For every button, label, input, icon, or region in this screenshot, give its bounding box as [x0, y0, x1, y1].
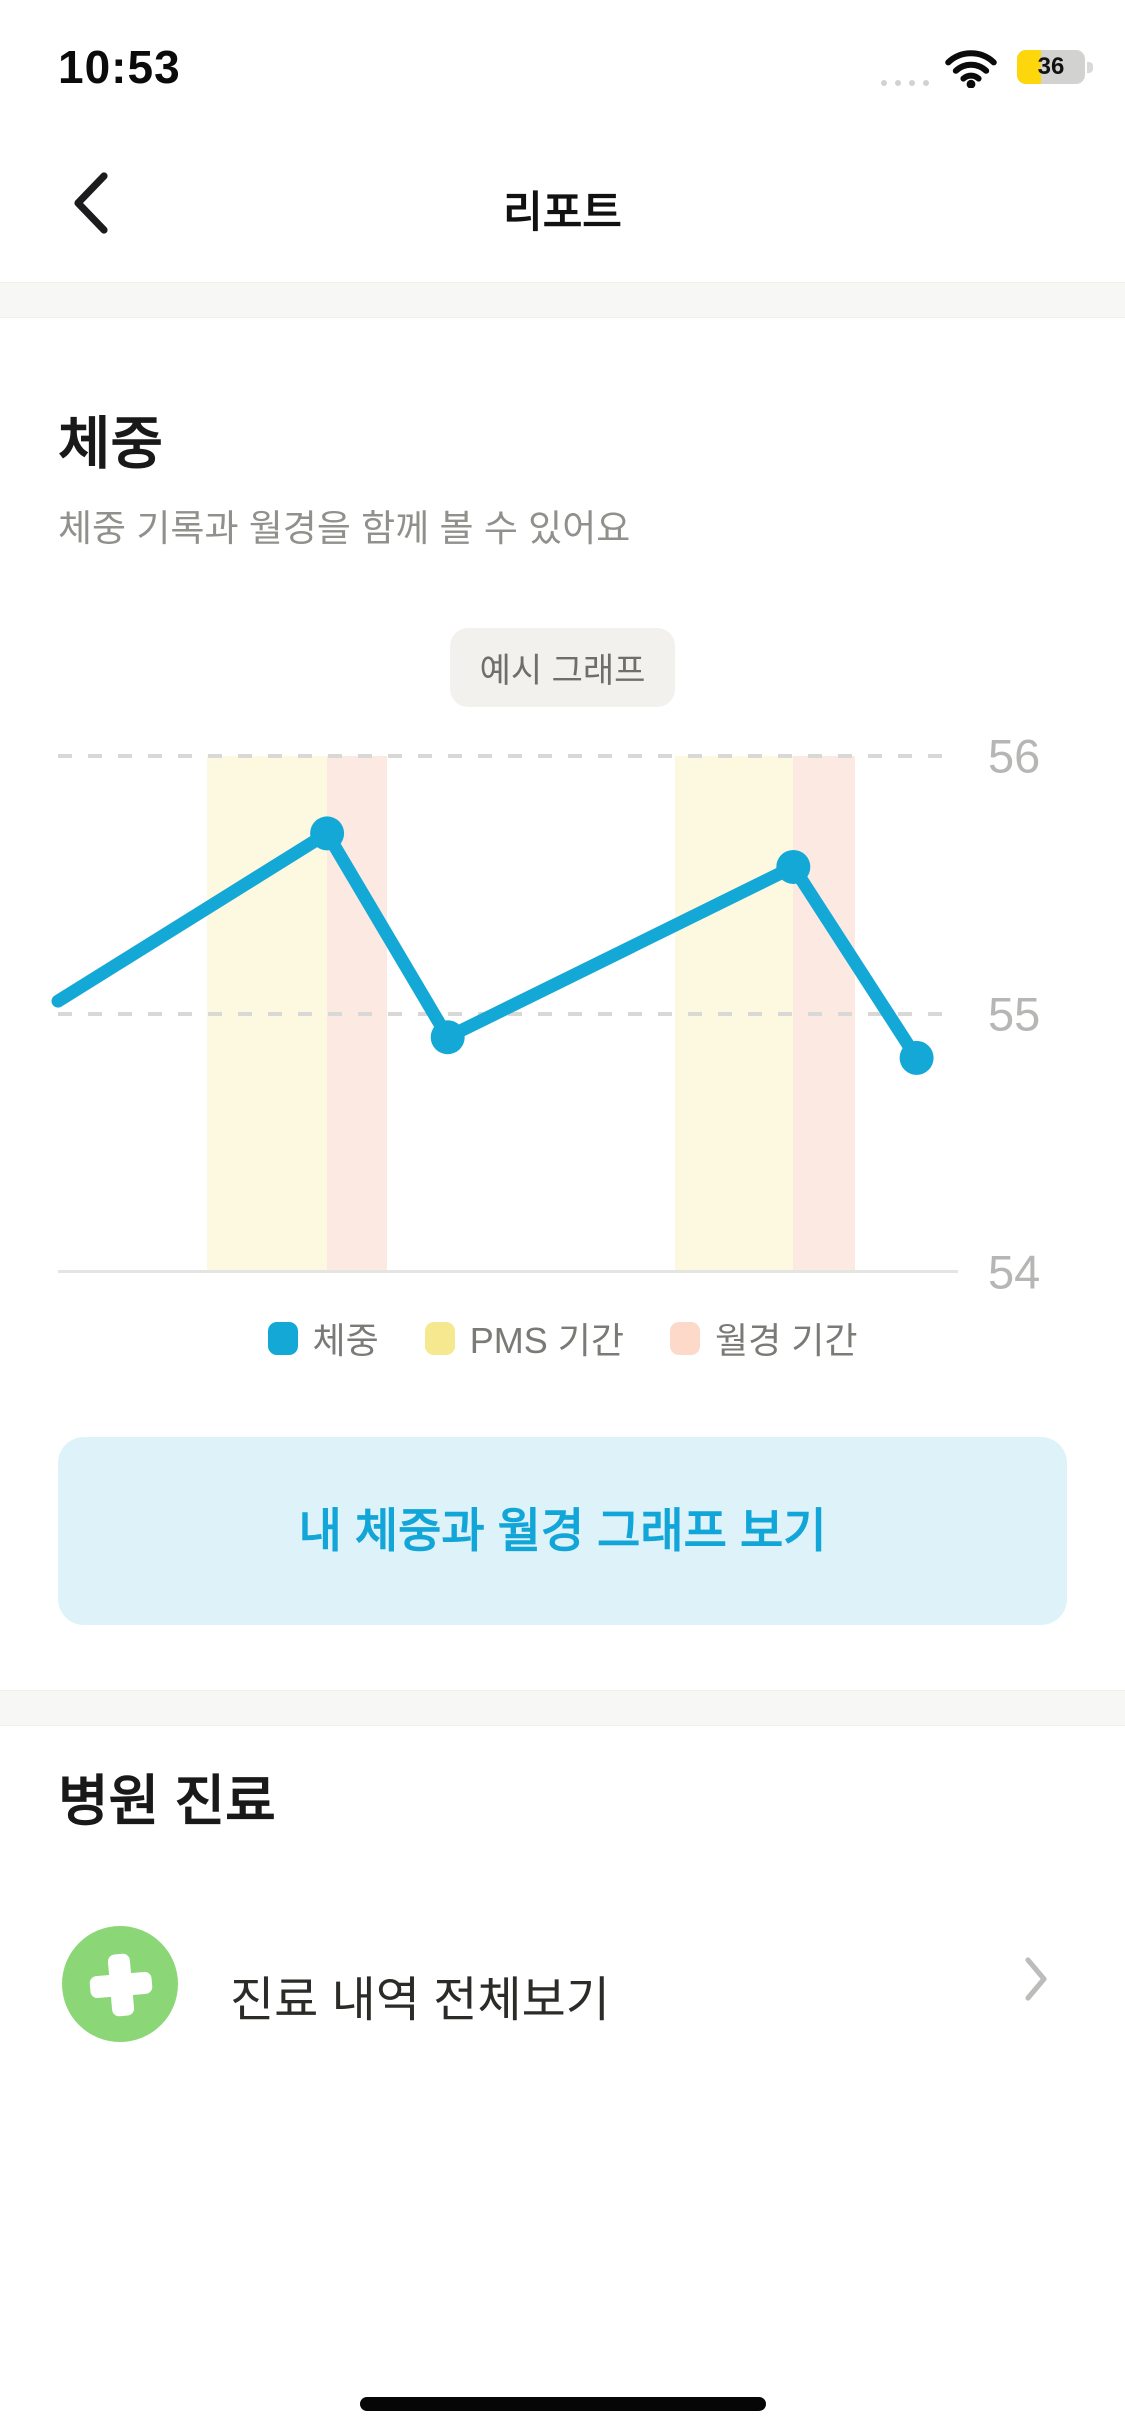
legend-swatch [424, 1321, 455, 1355]
treatment-history-row[interactable]: 진료 내역 전체보기 [0, 1922, 1125, 2048]
status-time: 10:53 [58, 41, 181, 93]
legend-item: 체중 [267, 1312, 379, 1364]
weight-section-title: 체중 [58, 412, 163, 476]
view-my-graph-button[interactable]: 내 체중과 월경 그래프 보기 [58, 1437, 1067, 1625]
battery-percent: 36 [1037, 53, 1065, 80]
cellular-signal-icon [881, 80, 929, 86]
treatment-history-label: 진료 내역 전체보기 [230, 1974, 610, 2027]
legend-label: PMS 기간 [469, 1320, 625, 1361]
y-axis-label: 54 [988, 1245, 1041, 1299]
page-title: 리포트 [503, 189, 622, 237]
data-point [899, 1040, 934, 1075]
data-point [310, 816, 345, 851]
legend-item: 월경 기간 [670, 1312, 858, 1364]
weight-line-series [51, 816, 934, 1075]
home-indicator[interactable] [359, 2397, 766, 2411]
legend-swatch [670, 1321, 701, 1355]
data-point [430, 1020, 465, 1055]
y-axis-label: 55 [988, 987, 1041, 1041]
section-divider [0, 282, 1125, 318]
chart-legend: 체중 PMS 기간 월경 기간 [0, 1312, 1125, 1364]
gridline-54 [58, 1270, 958, 1273]
chart-plot: 56 55 54 [51, 730, 1040, 1299]
gridline-56 [58, 754, 958, 758]
y-axis-label: 56 [988, 729, 1041, 783]
legend-swatch [267, 1321, 298, 1355]
medical-plus-icon [62, 1926, 178, 2042]
wifi-icon [945, 48, 997, 93]
legend-label: 월경 기간 [715, 1320, 858, 1361]
legend-label: 체중 [312, 1320, 379, 1361]
battery-fill [1017, 50, 1042, 84]
weight-chart: 56 55 54 [51, 730, 1068, 1299]
weight-section-subtitle: 체중 기록과 월경을 함께 볼 수 있어요 [58, 508, 631, 549]
back-button[interactable] [68, 170, 112, 236]
battery-nub [1087, 62, 1093, 73]
hospital-section-title: 병원 진료 [58, 1770, 276, 1832]
data-point [776, 849, 811, 884]
battery-icon: 36 [1017, 50, 1085, 84]
legend-item: PMS 기간 [424, 1312, 625, 1364]
example-graph-badge: 예시 그래프 [449, 628, 676, 707]
section-divider [0, 1690, 1125, 1726]
chevron-right-icon [1022, 1956, 1050, 2007]
